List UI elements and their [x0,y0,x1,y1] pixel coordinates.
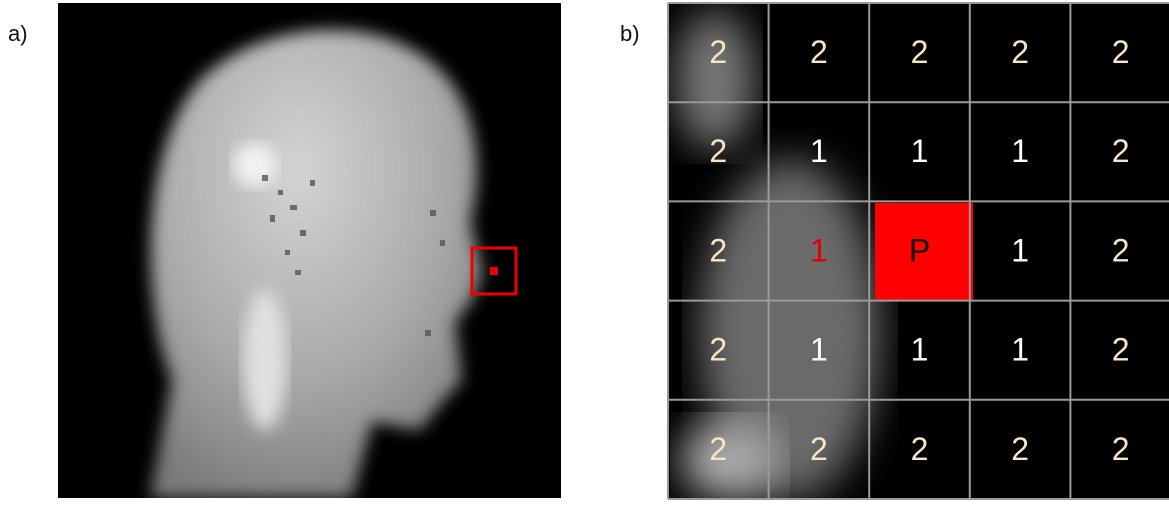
selected-pixel [490,267,498,275]
cell-value: 1 [1011,232,1029,268]
cell-value: 2 [1112,34,1130,70]
cell-value: 2 [709,34,727,70]
cell-value: 2 [709,332,727,368]
cell-value: 1 [810,332,828,368]
depth-image [58,3,561,498]
cell-value: 2 [1112,431,1130,467]
figure: a) b) 2 2 2 2 2 2 1 1 1 2 2 1 P 1 2 2 1 1 1 2 2 2 2 2 2 [0,0,1169,501]
cell-value: 2 [810,34,828,70]
cell-value: 1 [810,232,828,268]
cell-value: 1 [1011,133,1029,169]
cell-value: 2 [1112,332,1130,368]
cell-value: 2 [709,431,727,467]
cell-value: P [909,232,930,268]
cell-value: 2 [810,431,828,467]
cell-value: 2 [1112,232,1130,268]
cell-value: 2 [1112,133,1130,169]
panel-label: a) [8,21,28,46]
cell-value: 2 [911,431,929,467]
cell-value: 2 [709,133,727,169]
cell-value: 1 [911,133,929,169]
page: a) b) 222222111221P122111222222 (() => {… [0,0,1169,501]
cell-value: 1 [810,133,828,169]
cell-value: 2 [911,34,929,70]
cell-value: 2 [1011,34,1029,70]
panel-label: b) [620,21,640,46]
cell-value: 2 [709,232,727,268]
cell-value: 1 [911,332,929,368]
cell-value: 2 [1011,431,1029,467]
cell-value: 1 [1011,332,1029,368]
